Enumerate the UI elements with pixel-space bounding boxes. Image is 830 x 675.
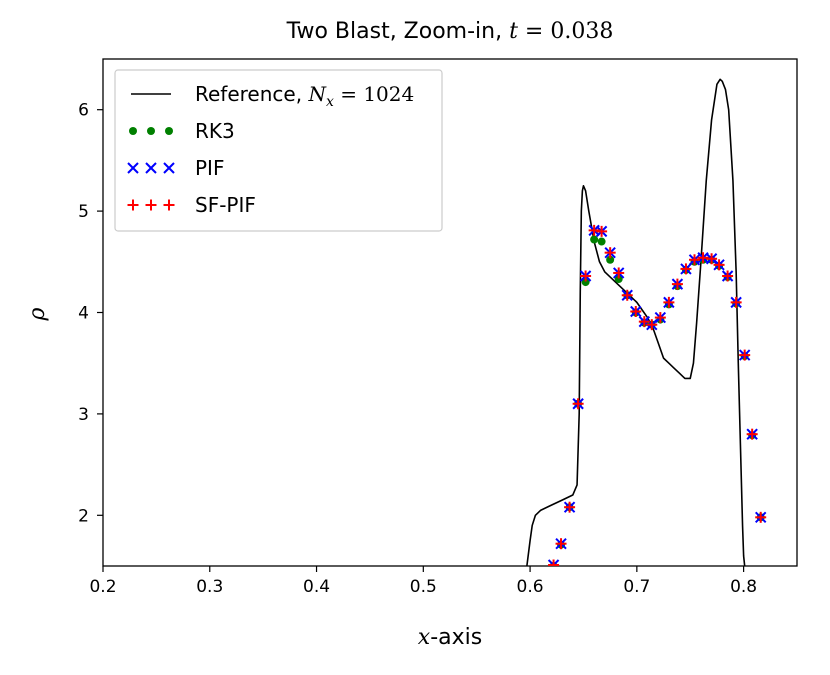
legend-marker-rk3 [129, 127, 173, 135]
sf-pif-point [706, 253, 718, 265]
sf-pif-point [588, 224, 600, 236]
rk3-point [590, 235, 599, 244]
x-axis-label: x-axis [418, 625, 482, 650]
series-rk3 [549, 235, 765, 566]
series-reference-nx-1024 [526, 78, 746, 566]
legend-sf-pif-plus [145, 199, 157, 211]
sf-pif-point [564, 501, 576, 513]
legend-label-rk3: RK3 [195, 119, 235, 143]
sf-pif-point [746, 428, 758, 440]
y-tick-label: 6 [78, 101, 89, 121]
sf-pif-point [630, 305, 642, 317]
x-axis-ticks: 0.2 0.3 0.4 0.5 0.6 0.7 0.8 [89, 566, 757, 597]
legend-marker-sf-pif [127, 199, 175, 211]
rk3-point [614, 275, 623, 284]
sf-pif-point [755, 511, 767, 523]
sf-pif-point [722, 270, 734, 282]
sf-pif-point [580, 270, 592, 282]
x-tick-label: 0.5 [410, 577, 437, 597]
sf-pif-point [713, 259, 725, 271]
sf-pif-point [663, 296, 675, 308]
sf-pif-point [730, 296, 742, 308]
legend-sf-pif-plus [163, 199, 175, 211]
y-tick-label: 5 [78, 202, 89, 222]
y-tick-label: 3 [78, 405, 89, 425]
legend-rk3-dot [165, 127, 173, 135]
legend: Reference, Nx = 1024 RK3 PIF SF-PIF [114, 69, 443, 232]
legend-sf-pif-plus [127, 199, 139, 211]
legend-label-sf-pif: SF-PIF [195, 193, 256, 217]
chart-title: Two Blast, Zoom-in, t = 0.038 [286, 19, 614, 44]
x-tick-label: 0.2 [89, 577, 116, 597]
legend-rk3-dot [129, 127, 137, 135]
sf-pif-point [689, 254, 701, 266]
sf-pif-point [604, 247, 616, 259]
sf-pif-point [596, 225, 608, 237]
x-tick-label: 0.8 [730, 577, 757, 597]
sf-pif-point [613, 267, 625, 279]
x-tick-label: 0.3 [196, 577, 223, 597]
x-tick-label: 0.4 [303, 577, 330, 597]
sf-pif-point [680, 263, 692, 275]
legend-rk3-dot [147, 127, 155, 135]
sf-pif-point [671, 278, 683, 290]
series-sf-pif [548, 224, 767, 566]
rk3-point [606, 255, 615, 264]
legend-pif-cross [127, 162, 139, 174]
legend-label-pif: PIF [195, 156, 224, 180]
x-tick-label: 0.6 [517, 577, 544, 597]
sf-pif-point [739, 349, 751, 361]
sf-pif-point [638, 316, 650, 328]
legend-box [114, 69, 443, 232]
y-axis-label: ρ [25, 307, 50, 321]
legend-pif-cross [145, 162, 157, 174]
reference-line [526, 78, 746, 566]
y-tick-label: 4 [78, 304, 89, 324]
rk3-point [597, 237, 606, 246]
sf-pif-point [621, 289, 633, 301]
series-layer [526, 78, 767, 566]
y-tick-label: 2 [78, 506, 89, 526]
sf-pif-point [572, 398, 584, 410]
legend-pif-cross [163, 162, 175, 174]
sf-pif-point [555, 538, 567, 550]
legend-label-reference: Reference, Nx = 1024 [195, 82, 414, 110]
sf-pif-point [654, 312, 666, 324]
sf-pif-point [697, 252, 709, 264]
sf-pif-point [548, 559, 560, 566]
y-axis-ticks: 2 3 4 5 6 [78, 101, 103, 526]
x-tick-label: 0.7 [623, 577, 650, 597]
sf-pif-point [646, 319, 658, 331]
legend-marker-pif [127, 162, 175, 174]
rk3-point [581, 278, 590, 287]
